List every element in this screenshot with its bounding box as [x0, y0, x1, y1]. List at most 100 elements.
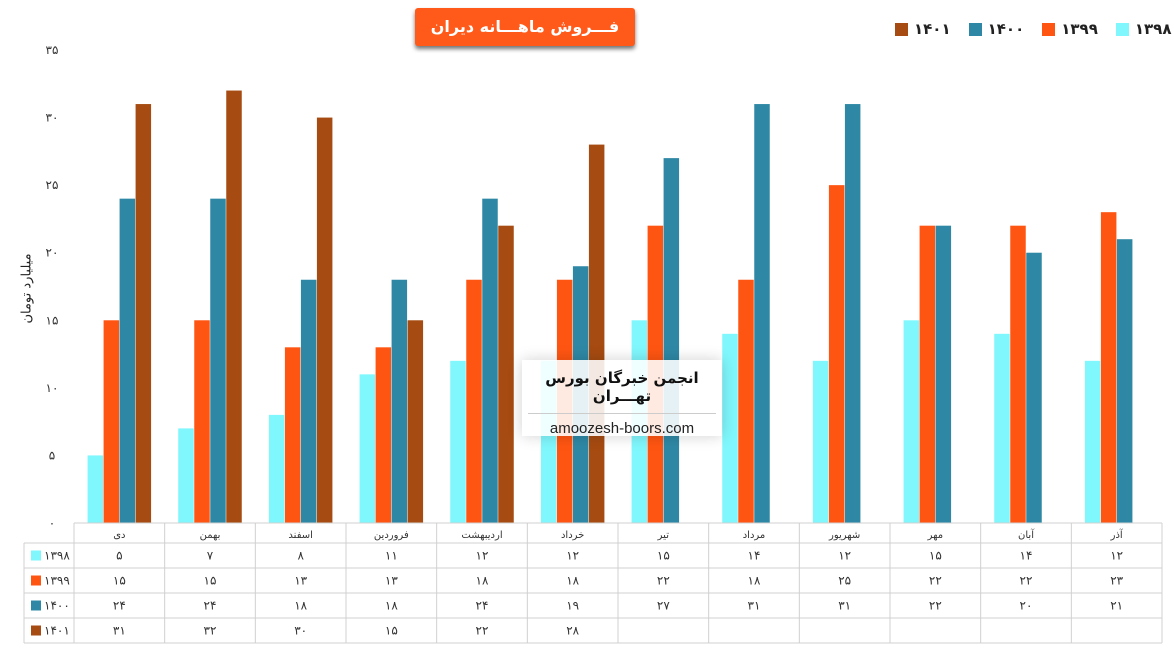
data-label: ۱۲	[476, 549, 489, 563]
data-label: ۷	[207, 549, 214, 563]
data-label: ۱۳	[294, 574, 307, 588]
data-label: ۲۵	[838, 574, 851, 588]
bar	[482, 198, 498, 523]
data-label: ۱۸	[294, 599, 307, 613]
x-tick-label: فروردین	[374, 530, 409, 541]
bar	[210, 198, 226, 523]
data-label: ۲۴	[476, 599, 489, 613]
bar	[812, 360, 829, 523]
data-label: ۳۱	[113, 624, 126, 638]
data-label: ۱۸	[385, 599, 398, 613]
table-row-label: ۱۳۹۹	[44, 574, 70, 588]
x-tick-label: بهمن	[200, 530, 221, 541]
bar	[466, 279, 482, 523]
data-label: ۱۸	[748, 574, 761, 588]
y-tick-label: ۱۵	[46, 313, 59, 327]
data-label: ۱۴	[1020, 549, 1033, 563]
bar	[1100, 212, 1117, 523]
legend-item: ۱۴۰۰	[968, 20, 1025, 38]
y-tick-label: ۵	[49, 448, 55, 462]
x-tick-label: خرداد	[561, 530, 584, 541]
chart-title: فـــروش ماهـــانه دیران	[415, 8, 635, 46]
legend-swatch	[1115, 22, 1129, 36]
y-tick-label: ۲۰	[46, 246, 59, 260]
watermark: انجمن خبرگان بورس تهـــران amoozesh-boor…	[522, 360, 722, 437]
bar	[1010, 225, 1026, 523]
data-label: ۲۳	[1110, 574, 1123, 588]
data-label: ۱۳	[385, 574, 398, 588]
data-label: ۱۲	[838, 549, 851, 563]
data-label: ۵	[116, 549, 122, 563]
bar	[903, 320, 920, 523]
data-label: ۱۵	[113, 574, 126, 588]
bar	[226, 90, 242, 524]
bar	[1116, 239, 1133, 523]
legend-swatch	[895, 22, 908, 36]
table-row-label: ۱۳۹۸	[44, 549, 70, 563]
x-tick-label: تیر	[657, 530, 670, 541]
bar	[994, 333, 1010, 523]
data-label: ۱۵	[929, 549, 942, 563]
data-label: ۱۸	[476, 574, 489, 588]
x-tick-label: آذر	[1110, 528, 1124, 541]
watermark-url: amoozesh-boors.com	[549, 420, 695, 437]
data-label: ۲۸	[566, 624, 579, 638]
legend-label: ۱۴۰۰	[987, 20, 1025, 38]
y-tick-label: ۳۵	[46, 43, 59, 57]
data-label: ۱۵	[657, 549, 670, 563]
bar	[391, 279, 408, 523]
y-tick-label: ۳۰	[46, 111, 59, 125]
bar	[498, 225, 514, 523]
data-label: ۲۴	[113, 599, 126, 613]
bar	[87, 455, 104, 523]
y-tick-label: ۲۵	[46, 178, 59, 192]
legend-swatch	[1042, 22, 1056, 36]
data-label: ۲۲	[657, 574, 670, 588]
data-label: ۲۲	[476, 624, 489, 638]
y-tick-label: ۰	[49, 516, 55, 530]
data-label: ۱۹	[566, 599, 579, 613]
legend-item: ۱۴۰۱	[895, 20, 951, 38]
x-tick-label: دی	[113, 530, 125, 541]
data-label: ۱۵	[204, 574, 217, 588]
watermark-title: انجمن خبرگان بورس تهـــران	[545, 369, 699, 405]
data-label: ۲۲	[1020, 574, 1033, 588]
chart-legend: ۱۴۰۱ ۱۴۰۰ ۱۳۹۹ ۱۳۹۸	[895, 20, 1172, 38]
data-label: ۱۵	[385, 624, 398, 638]
bar	[919, 225, 936, 523]
bar	[1026, 252, 1042, 523]
legend-label: ۱۳۹۹	[1061, 20, 1098, 38]
bar	[359, 374, 376, 523]
bar	[284, 347, 301, 523]
data-label: ۲۰	[1020, 599, 1033, 613]
x-tick-label: آبان	[1018, 528, 1035, 541]
x-tick-label: شهریور	[828, 530, 860, 541]
data-label: ۳۱	[748, 599, 761, 613]
data-label: ۱۸	[566, 574, 579, 588]
y-tick-label: ۱۰	[46, 381, 59, 395]
data-label: ۱۲	[566, 549, 579, 563]
bar	[268, 414, 285, 523]
legend-label: ۱۳۹۸	[1134, 20, 1172, 38]
data-label: ۳۲	[204, 624, 217, 638]
data-label: ۲۱	[1110, 599, 1123, 613]
data-label: ۱۱	[385, 549, 398, 563]
bar	[935, 225, 952, 523]
watermark-divider	[528, 413, 716, 414]
data-label: ۱۲	[1110, 549, 1123, 563]
legend-label: ۱۴۰۱	[914, 20, 951, 38]
data-label: ۳۰	[294, 624, 307, 638]
x-tick-label: اسفند	[288, 530, 312, 541]
bar	[300, 279, 317, 523]
data-label: ۲۴	[204, 599, 217, 613]
data-label: ۱۴	[748, 549, 761, 563]
y-axis-label: میلیارد تومان	[19, 253, 35, 324]
bar	[663, 158, 680, 523]
bar	[194, 320, 210, 523]
legend-key	[31, 625, 41, 636]
bar	[450, 360, 466, 523]
legend-item: ۱۳۹۹	[1042, 20, 1098, 38]
table-row-label: ۱۴۰۰	[44, 599, 70, 613]
bar	[103, 320, 120, 523]
